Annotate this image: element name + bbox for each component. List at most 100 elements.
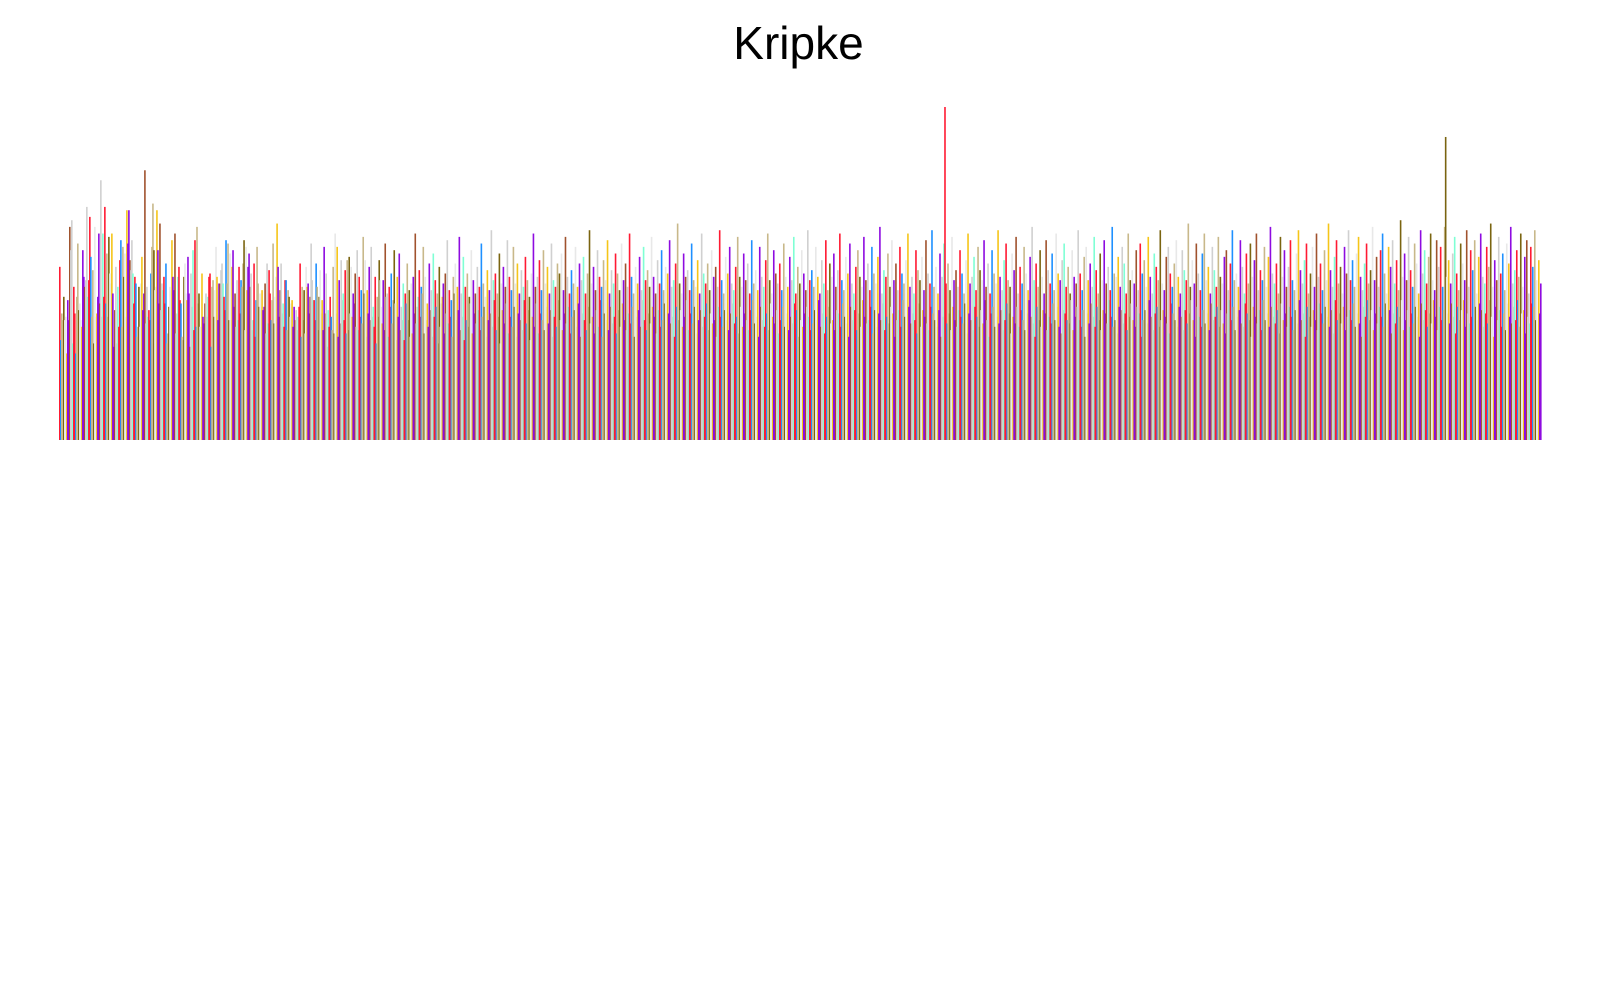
bar <box>753 323 756 440</box>
bar <box>592 266 595 440</box>
bar <box>223 296 225 440</box>
bar <box>568 293 571 440</box>
bar <box>1129 280 1132 440</box>
bar <box>1127 233 1130 440</box>
bar <box>302 320 304 440</box>
bar <box>1045 240 1047 440</box>
bar <box>684 276 687 440</box>
bar <box>66 353 68 440</box>
bar <box>563 313 566 440</box>
bar <box>562 290 565 440</box>
bar <box>1482 326 1485 440</box>
bar <box>671 316 674 440</box>
bar <box>192 250 194 440</box>
bar <box>1135 250 1138 440</box>
bar <box>1337 283 1340 440</box>
bar <box>546 266 549 440</box>
bar <box>1408 326 1411 440</box>
bar <box>301 286 303 440</box>
bar <box>1238 310 1241 440</box>
bar <box>1432 300 1435 440</box>
bar <box>1444 136 1447 440</box>
bar <box>520 270 523 440</box>
bar <box>1509 226 1512 440</box>
bar <box>1102 310 1105 440</box>
bar <box>1295 253 1298 440</box>
bar <box>109 273 111 440</box>
bar <box>1293 290 1296 440</box>
bar <box>792 236 795 440</box>
bar <box>480 243 483 440</box>
bar <box>511 326 514 440</box>
bar <box>338 280 340 440</box>
bar <box>352 293 354 440</box>
bar <box>439 326 442 440</box>
bar <box>1025 273 1027 440</box>
bar <box>810 330 812 440</box>
bar <box>919 280 921 440</box>
bar <box>1427 256 1430 440</box>
bar <box>258 306 260 440</box>
bar <box>295 310 297 440</box>
bar <box>973 256 975 440</box>
bar <box>1353 286 1356 440</box>
bar <box>410 283 413 440</box>
bar <box>893 280 895 440</box>
bar <box>320 313 322 440</box>
bar <box>1279 236 1282 440</box>
bar <box>231 266 233 440</box>
bar <box>93 343 95 440</box>
bar <box>210 346 212 440</box>
bar <box>898 310 900 440</box>
bar <box>494 273 497 440</box>
bar <box>966 333 968 440</box>
bar <box>1145 286 1148 440</box>
bar <box>755 316 758 440</box>
bar <box>1070 300 1072 440</box>
bar <box>186 300 188 440</box>
bar <box>843 290 845 440</box>
bar <box>983 240 985 440</box>
bar <box>1433 290 1436 440</box>
bar <box>1126 330 1129 440</box>
bar <box>374 276 377 440</box>
bar <box>233 306 235 440</box>
bar <box>1272 316 1275 440</box>
bar <box>808 316 810 440</box>
bar <box>277 266 279 440</box>
bar <box>281 313 283 440</box>
bar <box>618 290 621 440</box>
bar <box>198 293 200 440</box>
bar <box>396 276 399 440</box>
bar <box>339 323 341 440</box>
bar <box>182 340 184 440</box>
bar <box>306 286 308 440</box>
bar <box>639 326 642 440</box>
bar <box>890 306 892 440</box>
bar <box>1448 323 1451 440</box>
bar <box>1516 300 1519 440</box>
bar <box>398 253 401 440</box>
bar <box>372 306 375 440</box>
bar <box>1451 253 1454 440</box>
bar <box>413 313 416 440</box>
bar <box>784 276 787 440</box>
bar <box>1005 243 1007 440</box>
bar <box>423 333 426 440</box>
bar <box>249 286 251 440</box>
bar <box>1082 310 1084 440</box>
bar <box>942 316 944 440</box>
bar <box>647 313 650 440</box>
bar <box>500 283 503 440</box>
bar <box>787 330 790 440</box>
bar <box>1498 310 1501 440</box>
bar <box>998 323 1000 440</box>
bar <box>360 290 363 440</box>
bar <box>1523 256 1526 440</box>
bar <box>734 266 737 440</box>
bar <box>412 276 415 440</box>
bar <box>153 250 155 440</box>
bar <box>1194 336 1197 440</box>
bar <box>355 326 357 440</box>
bar <box>1371 226 1374 440</box>
